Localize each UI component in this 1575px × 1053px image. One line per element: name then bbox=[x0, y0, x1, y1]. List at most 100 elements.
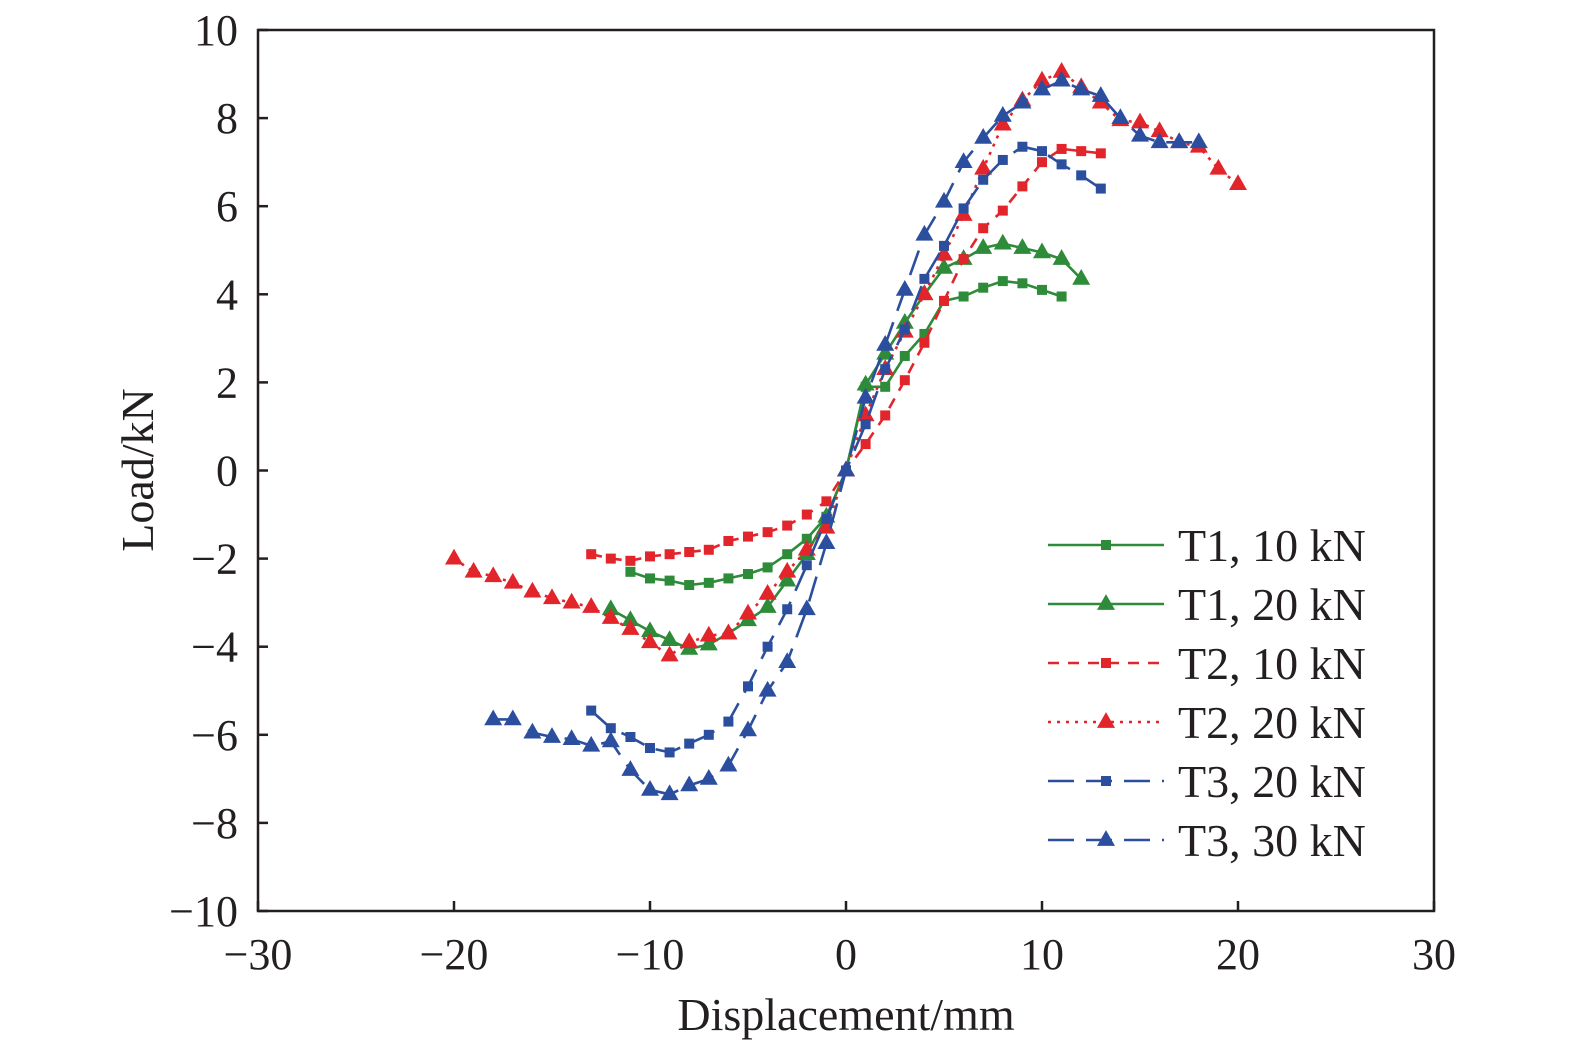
data-point bbox=[562, 729, 581, 746]
series-1 bbox=[625, 276, 1067, 591]
data-point bbox=[739, 720, 757, 737]
data-point bbox=[1056, 159, 1067, 170]
data-point bbox=[660, 645, 679, 662]
series-line bbox=[590, 145, 1102, 754]
data-point bbox=[1037, 146, 1047, 157]
data-point bbox=[801, 560, 812, 571]
y-axis: −10 −8 −6 −4 −2 0 2 4 6 8 10 bbox=[169, 6, 268, 936]
data-point bbox=[1091, 86, 1110, 102]
data-point bbox=[660, 630, 679, 646]
data-point bbox=[664, 747, 675, 758]
legend-marker bbox=[1097, 712, 1115, 728]
data-point bbox=[1131, 125, 1149, 142]
data-point bbox=[939, 240, 949, 251]
data-point bbox=[445, 548, 463, 565]
data-point bbox=[997, 276, 1008, 287]
series-line bbox=[453, 70, 1239, 657]
data-point bbox=[621, 619, 640, 635]
data-point bbox=[605, 723, 616, 734]
data-point bbox=[915, 224, 934, 241]
data-point bbox=[605, 553, 616, 564]
legend-label: T2, 10 kN bbox=[1178, 638, 1366, 689]
series-line bbox=[610, 242, 1083, 651]
data-point bbox=[1052, 249, 1071, 265]
data-point bbox=[543, 727, 561, 743]
data-point bbox=[641, 632, 659, 649]
legend-item: T2, 10 kN bbox=[1048, 638, 1366, 689]
y-tick-label: −2 bbox=[191, 535, 238, 584]
data-point bbox=[719, 755, 738, 772]
data-point bbox=[1033, 79, 1051, 96]
data-point bbox=[993, 105, 1012, 122]
data-point bbox=[758, 597, 777, 613]
data-point bbox=[1095, 183, 1106, 194]
data-point bbox=[993, 114, 1012, 131]
x-tick-label: −30 bbox=[224, 930, 293, 979]
data-point bbox=[997, 154, 1008, 165]
data-point bbox=[801, 533, 812, 544]
legend-item: T3, 30 kN bbox=[1048, 815, 1366, 866]
data-point bbox=[743, 569, 753, 580]
legend-marker bbox=[1101, 658, 1111, 668]
y-tick-label: 0 bbox=[216, 447, 238, 496]
data-point bbox=[723, 535, 734, 546]
legend-marker bbox=[1097, 830, 1115, 846]
x-axis: −30 −20 −10 0 10 20 30 bbox=[224, 901, 1456, 979]
data-point bbox=[582, 597, 601, 613]
data-point bbox=[935, 244, 953, 261]
data-point bbox=[684, 738, 695, 749]
plot-area bbox=[445, 61, 1247, 801]
data-point bbox=[484, 566, 503, 583]
data-point bbox=[817, 533, 836, 550]
data-point bbox=[699, 634, 718, 651]
data-point bbox=[1189, 132, 1208, 149]
data-point bbox=[935, 191, 953, 208]
data-point bbox=[993, 233, 1012, 250]
data-point bbox=[703, 544, 714, 555]
data-point bbox=[860, 419, 871, 430]
data-point bbox=[821, 513, 832, 524]
x-tick-label: 10 bbox=[1020, 930, 1064, 979]
data-point bbox=[743, 681, 753, 692]
data-point bbox=[958, 203, 969, 214]
data-point bbox=[1033, 242, 1051, 259]
data-point bbox=[782, 520, 793, 531]
data-point bbox=[817, 517, 836, 534]
data-point bbox=[974, 238, 993, 254]
data-point bbox=[503, 572, 522, 589]
data-point bbox=[739, 603, 757, 620]
legend-label: T1, 20 kN bbox=[1178, 579, 1366, 630]
data-point bbox=[641, 621, 659, 638]
data-point bbox=[1095, 148, 1106, 159]
data-point bbox=[1037, 157, 1047, 168]
data-point bbox=[1052, 61, 1071, 78]
data-point bbox=[664, 575, 675, 586]
data-point bbox=[782, 549, 793, 560]
data-point bbox=[621, 610, 640, 627]
y-axis-title: Load/kN bbox=[112, 388, 163, 552]
data-point bbox=[778, 561, 797, 578]
x-tick-label: 30 bbox=[1412, 930, 1456, 979]
data-point bbox=[503, 709, 522, 726]
data-point bbox=[464, 561, 483, 578]
y-tick-label: 4 bbox=[216, 270, 238, 319]
data-point bbox=[484, 709, 503, 726]
data-point bbox=[1170, 132, 1189, 149]
legend-label: T3, 20 kN bbox=[1178, 756, 1366, 807]
data-point bbox=[1056, 143, 1067, 154]
data-point bbox=[1229, 174, 1247, 191]
data-point bbox=[974, 128, 993, 144]
data-point bbox=[1013, 92, 1032, 109]
data-point bbox=[625, 732, 636, 743]
data-point bbox=[876, 335, 895, 351]
data-point bbox=[625, 555, 636, 566]
data-point bbox=[958, 254, 969, 265]
legend: T1, 10 kN T1, 20 kN T2, 10 kN T2, 20 kN T3, … bbox=[1048, 520, 1366, 866]
legend-marker bbox=[1101, 776, 1111, 786]
series-2 bbox=[601, 233, 1091, 655]
data-point bbox=[1037, 284, 1047, 295]
series-5 bbox=[586, 141, 1106, 758]
data-point bbox=[743, 531, 753, 542]
data-point bbox=[978, 223, 989, 234]
